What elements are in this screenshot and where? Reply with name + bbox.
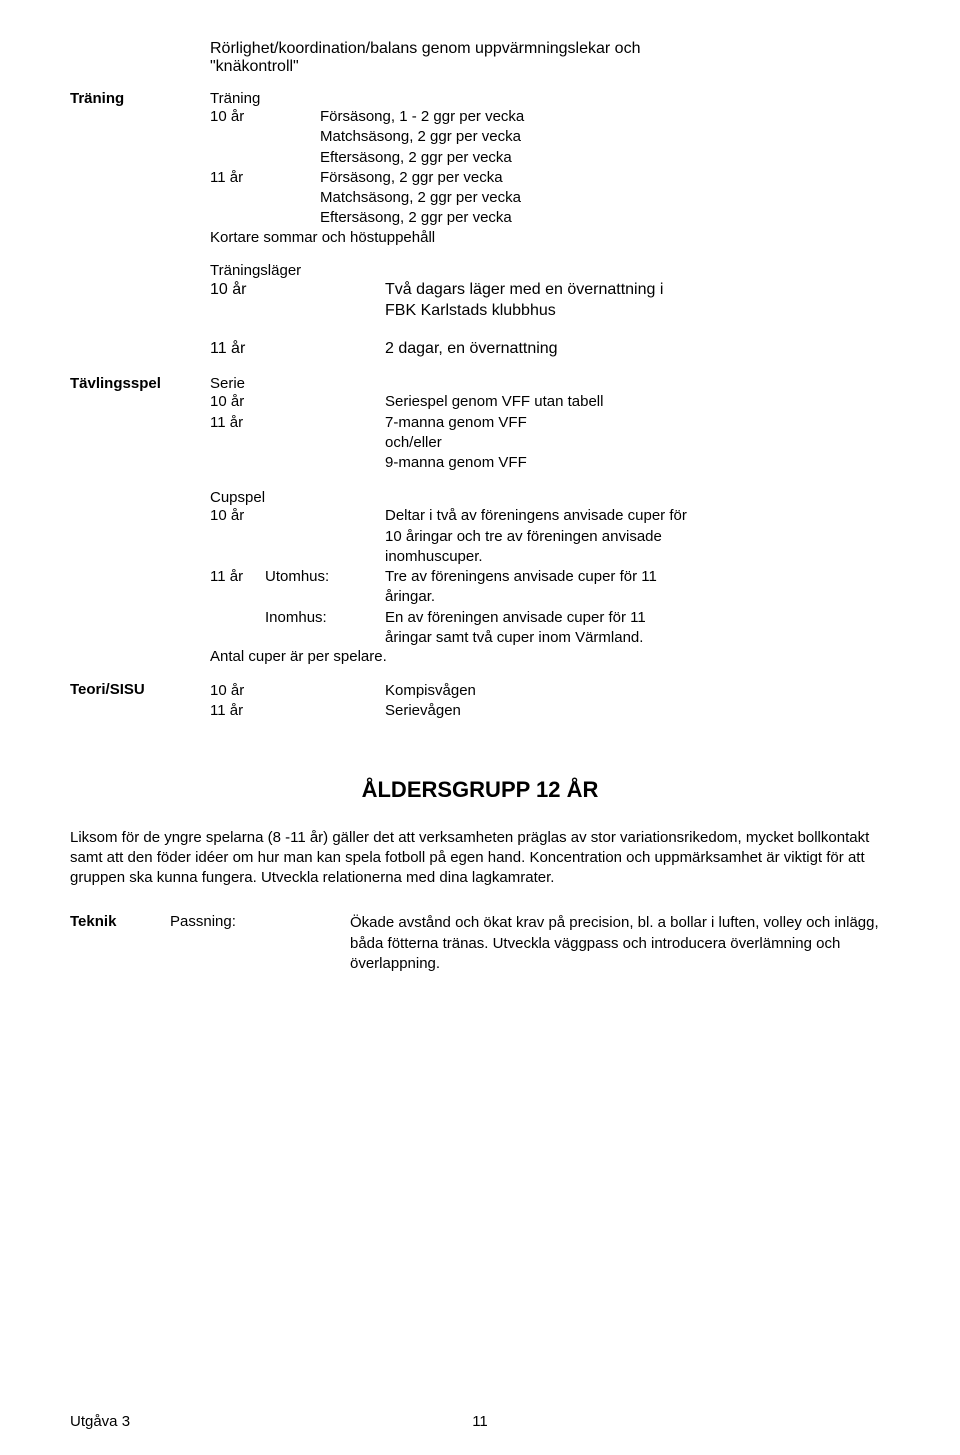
training-heading: Träning bbox=[210, 90, 890, 107]
spacer bbox=[210, 608, 265, 628]
cup-10-age: 10 år bbox=[210, 506, 385, 526]
intro-paragraph: Liksom för de yngre spelarna (8 -11 år) … bbox=[70, 828, 890, 889]
competition-label: Tävlingsspel bbox=[70, 375, 210, 392]
spacer bbox=[210, 527, 385, 547]
competition-content: Serie 10 år Seriespel genom VFF utan tab… bbox=[210, 375, 890, 665]
cup-10-text3: inomhuscuper. bbox=[385, 547, 890, 567]
intro-block: Rörlighet/koordination/balans genom uppv… bbox=[210, 40, 890, 76]
training-10-text: Försäsong, 1 - 2 ggr per vecka bbox=[320, 107, 890, 127]
intro-line-1: Rörlighet/koordination/balans genom uppv… bbox=[210, 40, 890, 58]
training-10-match: Matchsäsong, 2 ggr per vecka bbox=[320, 127, 890, 147]
competition-row: Tävlingsspel Serie 10 år Seriespel genom… bbox=[70, 375, 890, 665]
training-row: Träning Träning 10 år Försäsong, 1 - 2 g… bbox=[70, 90, 890, 246]
spacer bbox=[210, 453, 385, 473]
serie-11-text: 7-manna genom VFF bbox=[385, 413, 890, 433]
teori-10-age: 10 år bbox=[210, 681, 385, 701]
cup-11-utom-label: Utomhus: bbox=[265, 567, 385, 587]
teknik-passning-text: Ökade avstånd och ökat krav på precision… bbox=[350, 913, 890, 974]
cup-heading: Cupspel bbox=[210, 489, 890, 506]
training-11-age: 11 år bbox=[210, 168, 320, 188]
cup-antal: Antal cuper är per spelare. bbox=[210, 648, 890, 665]
training-11-text: Försäsong, 2 ggr per vecka bbox=[320, 168, 890, 188]
spacer bbox=[210, 547, 385, 567]
serie-10-age: 10 år bbox=[210, 392, 385, 412]
camp-10-text1: Två dagars läger med en övernattning i bbox=[385, 279, 890, 301]
page: Rörlighet/koordination/balans genom uppv… bbox=[0, 0, 960, 1455]
spacer bbox=[210, 587, 385, 607]
cup-11-inom-text1: En av föreningen anvisade cuper för 11 bbox=[385, 608, 890, 628]
training-content: Träning 10 år Försäsong, 1 - 2 ggr per v… bbox=[210, 90, 890, 246]
teori-11-text: Serievågen bbox=[385, 701, 890, 721]
teori-row: Teori/SISU 10 år Kompisvågen 11 år Serie… bbox=[70, 681, 890, 722]
camp-10-age: 10 år bbox=[210, 279, 385, 301]
footer-page-number: 11 bbox=[343, 1413, 616, 1430]
training-kortare: Kortare sommar och höstuppehåll bbox=[210, 229, 890, 246]
age-group-heading: ÅLDERSGRUPP 12 ÅR bbox=[70, 777, 890, 803]
training-11-match: Matchsäsong, 2 ggr per vecka bbox=[320, 188, 890, 208]
cup-11-inom-label: Inomhus: bbox=[265, 608, 385, 628]
page-footer: Utgåva 3 11 bbox=[70, 1413, 890, 1430]
spacer bbox=[210, 127, 320, 147]
cup-11-utom-text2: åringar. bbox=[385, 587, 890, 607]
serie-10-text: Seriespel genom VFF utan tabell bbox=[385, 392, 890, 412]
teknik-row: Teknik Passning: Ökade avstånd och ökat … bbox=[70, 913, 890, 974]
spacer bbox=[210, 188, 320, 208]
cup-11-age: 11 år bbox=[210, 567, 265, 587]
teori-10-text: Kompisvågen bbox=[385, 681, 890, 701]
cup-11-utom-text1: Tre av föreningens anvisade cuper för 11 bbox=[385, 567, 890, 587]
spacer bbox=[210, 433, 385, 453]
teori-content: 10 år Kompisvågen 11 år Serievågen bbox=[210, 681, 890, 722]
camp-10-text2: FBK Karlstads klubbhus bbox=[385, 300, 890, 322]
camp-block: Träningsläger 10 år Två dagars läger med… bbox=[210, 262, 890, 360]
camp-11-text: 2 dagar, en övernattning bbox=[385, 338, 890, 360]
training-10-age: 10 år bbox=[210, 107, 320, 127]
cup-11-inom-text2: åringar samt två cuper inom Värmland. bbox=[385, 628, 890, 648]
spacer bbox=[210, 148, 320, 168]
teori-11-age: 11 år bbox=[210, 701, 385, 721]
spacer bbox=[210, 300, 385, 322]
serie-11-text3: 9-manna genom VFF bbox=[385, 453, 890, 473]
serie-11-age: 11 år bbox=[210, 413, 385, 433]
camp-heading: Träningsläger bbox=[210, 262, 890, 279]
camp-11-age: 11 år bbox=[210, 338, 385, 360]
serie-11-text2: och/eller bbox=[385, 433, 890, 453]
teknik-label: Teknik bbox=[70, 913, 170, 930]
teknik-passning-label: Passning: bbox=[170, 913, 350, 930]
intro-line-2: "knäkontroll" bbox=[210, 58, 890, 76]
footer-version: Utgåva 3 bbox=[70, 1413, 343, 1430]
cup-10-text2: 10 åringar och tre av föreningen anvisad… bbox=[385, 527, 890, 547]
spacer bbox=[210, 628, 385, 648]
training-11-efter: Eftersäsong, 2 ggr per vecka bbox=[320, 208, 890, 228]
serie-heading: Serie bbox=[210, 375, 890, 392]
cup-10-text1: Deltar i två av föreningens anvisade cup… bbox=[385, 506, 890, 526]
spacer bbox=[210, 208, 320, 228]
training-label: Träning bbox=[70, 90, 210, 107]
footer-spacer bbox=[617, 1413, 890, 1430]
training-10-efter: Eftersäsong, 2 ggr per vecka bbox=[320, 148, 890, 168]
teori-label: Teori/SISU bbox=[70, 681, 210, 698]
